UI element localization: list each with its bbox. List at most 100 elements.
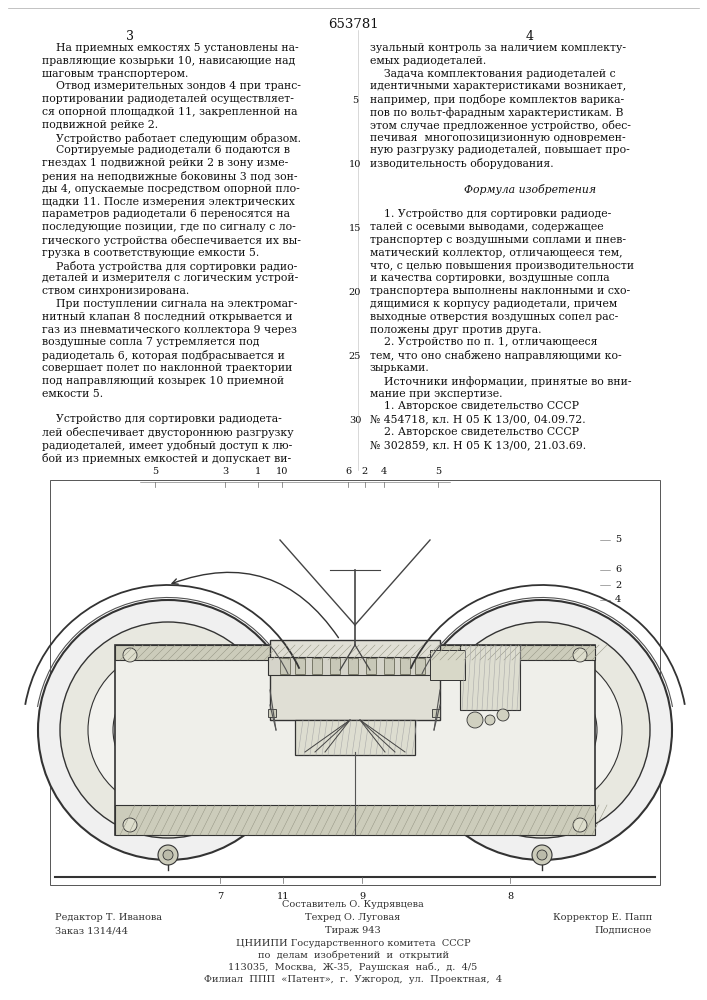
Circle shape (163, 815, 173, 825)
Text: 653781: 653781 (327, 18, 378, 31)
Circle shape (530, 808, 554, 832)
Text: Тираж 943: Тираж 943 (325, 926, 381, 935)
Text: талей с осевыми выводами, содержащее: талей с осевыми выводами, содержащее (370, 222, 604, 232)
Text: Сортируемые радиодетали 6 подаются в: Сортируемые радиодетали 6 подаются в (42, 145, 290, 155)
Text: № 302859, кл. Н 05 К 13/00, 21.03.69.: № 302859, кл. Н 05 К 13/00, 21.03.69. (370, 440, 586, 450)
Circle shape (123, 818, 137, 832)
Text: этом случае предложенное устройство, обес-: этом случае предложенное устройство, обе… (370, 120, 631, 131)
Text: гического устройства обеспечивается их вы-: гического устройства обеспечивается их в… (42, 235, 301, 246)
Text: изводительность оборудования.: изводительность оборудования. (370, 158, 554, 169)
Bar (295, 720, 415, 755)
Circle shape (434, 622, 650, 838)
Circle shape (520, 708, 564, 752)
Text: идентичными характеристиками возникает,: идентичными характеристиками возникает, (370, 81, 626, 91)
Text: Устройство для сортировки радиодета-: Устройство для сортировки радиодета- (42, 414, 282, 424)
Text: 6: 6 (345, 467, 351, 476)
Text: емкости 5.: емкости 5. (42, 389, 103, 399)
Text: тем, что оно снабжено направляющими ко-: тем, что оно снабжено направляющими ко- (370, 350, 621, 361)
Circle shape (60, 622, 276, 838)
Text: ды 4, опускаемые посредством опорной пло-: ды 4, опускаемые посредством опорной пло… (42, 184, 300, 194)
Text: зырьками.: зырьками. (370, 363, 430, 373)
Text: портировании радиодеталей осуществляет-: портировании радиодеталей осуществляет- (42, 94, 294, 104)
Text: 2: 2 (615, 580, 621, 589)
Text: Корректор Е. Папп: Корректор Е. Папп (553, 913, 652, 922)
Text: На приемных емкостях 5 установлены на-: На приемных емкостях 5 установлены на- (42, 43, 298, 53)
Text: воздушные сопла 7 устремляется под: воздушные сопла 7 устремляется под (42, 337, 259, 347)
Text: 5: 5 (615, 536, 621, 544)
Bar (268, 709, 276, 717)
Bar (384, 658, 394, 674)
Text: 1: 1 (255, 467, 261, 476)
Circle shape (532, 845, 552, 865)
Bar (432, 709, 440, 717)
Text: 11: 11 (276, 892, 289, 901)
Text: выходные отверстия воздушных сопел рас-: выходные отверстия воздушных сопел рас- (370, 312, 618, 322)
Text: 5: 5 (152, 467, 158, 476)
Text: 10: 10 (276, 467, 288, 476)
Text: 6: 6 (615, 566, 621, 574)
Text: При поступлении сигнала на электромаг-: При поступлении сигнала на электромаг- (42, 299, 298, 309)
Text: 4: 4 (381, 467, 387, 476)
Text: 15: 15 (349, 224, 361, 233)
Text: 4: 4 (615, 595, 621, 604)
FancyArrowPatch shape (172, 572, 339, 638)
Text: Филиал  ППП  «Патент»,  г.  Ужгород,  ул.  Проектная,  4: Филиал ППП «Патент», г. Ужгород, ул. Про… (204, 975, 502, 984)
Text: 20: 20 (349, 288, 361, 297)
Text: 5: 5 (435, 467, 441, 476)
Text: грузка в соответствующие емкости 5.: грузка в соответствующие емкости 5. (42, 248, 259, 258)
Text: 1. Устройство для сортировки радиоде-: 1. Устройство для сортировки радиоде- (370, 209, 612, 219)
Circle shape (573, 818, 587, 832)
Text: транспортер с воздушными соплами и пнев-: транспортер с воздушными соплами и пнев- (370, 235, 626, 245)
Circle shape (485, 715, 495, 725)
Bar (270, 640, 440, 720)
Text: 1. Авторское свидетельство СССР: 1. Авторское свидетельство СССР (370, 401, 579, 411)
Circle shape (163, 850, 173, 860)
Text: Отвод измерительных зондов 4 при транс-: Отвод измерительных зондов 4 при транс- (42, 81, 301, 91)
Text: матический коллектор, отличающееся тем,: матический коллектор, отличающееся тем, (370, 248, 623, 258)
Text: 9: 9 (359, 892, 365, 901)
Text: бой из приемных емкостей и допускает ви-: бой из приемных емкостей и допускает ви- (42, 453, 291, 464)
Bar (295, 658, 305, 674)
Bar (280, 658, 290, 674)
Text: Техред О. Луговая: Техред О. Луговая (305, 913, 401, 922)
Circle shape (412, 600, 672, 860)
Circle shape (487, 675, 597, 785)
Text: Работа устройства для сортировки радио-: Работа устройства для сортировки радио- (42, 261, 297, 272)
Text: Редактор Т. Иванова: Редактор Т. Иванова (55, 913, 162, 922)
Text: 25: 25 (349, 352, 361, 361)
Text: 4: 4 (526, 30, 534, 43)
Bar (50, 480, 660, 885)
Text: лей обеспечивает двустороннюю разгрузку: лей обеспечивает двустороннюю разгрузку (42, 427, 293, 438)
Text: деталей и измерителя с логическим устрой-: деталей и измерителя с логическим устрой… (42, 273, 298, 283)
Text: совершает полет по наклонной траектории: совершает полет по наклонной траектории (42, 363, 293, 373)
Text: и качества сортировки, воздушные сопла: и качества сортировки, воздушные сопла (370, 273, 609, 283)
Circle shape (158, 845, 178, 865)
Text: 5: 5 (352, 96, 358, 105)
Text: транспортера выполнены наклонными и схо-: транспортера выполнены наклонными и схо- (370, 286, 630, 296)
Text: 3: 3 (222, 467, 228, 476)
Text: газ из пневматического коллектора 9 через: газ из пневматического коллектора 9 чере… (42, 325, 297, 335)
Text: правляющие козырьки 10, нависающие над: правляющие козырьки 10, нависающие над (42, 56, 296, 66)
Text: например, при подборе комплектов варика-: например, при подборе комплектов варика- (370, 94, 624, 105)
Circle shape (38, 600, 298, 860)
Circle shape (123, 648, 137, 662)
Circle shape (88, 650, 248, 810)
Text: 2. Авторское свидетельство СССР: 2. Авторское свидетельство СССР (370, 427, 579, 437)
Text: подвижной рейке 2.: подвижной рейке 2. (42, 120, 158, 130)
Bar (348, 658, 358, 674)
Text: по  делам  изобретений  и  открытий: по делам изобретений и открытий (257, 951, 448, 960)
Text: пов по вольт-фарадным характеристикам. В: пов по вольт-фарадным характеристикам. В (370, 107, 624, 118)
Text: 8: 8 (507, 892, 513, 901)
Text: гнездах 1 подвижной рейки 2 в зону изме-: гнездах 1 подвижной рейки 2 в зону изме- (42, 158, 288, 168)
Text: Подписное: Подписное (595, 926, 652, 935)
Text: положены друг против друга.: положены друг против друга. (370, 325, 542, 335)
Bar (115, 805, 595, 835)
Circle shape (146, 708, 190, 752)
Bar (430, 650, 465, 680)
Bar (330, 658, 340, 674)
Text: радиодеталь 6, которая подбрасывается и: радиодеталь 6, которая подбрасывается и (42, 350, 285, 361)
Text: ную разгрузку радиодеталей, повышает про-: ную разгрузку радиодеталей, повышает про… (370, 145, 630, 155)
Circle shape (156, 808, 180, 832)
Text: последующие позиции, где по сигналу с ло-: последующие позиции, где по сигналу с ло… (42, 222, 296, 232)
Text: 3: 3 (126, 30, 134, 43)
